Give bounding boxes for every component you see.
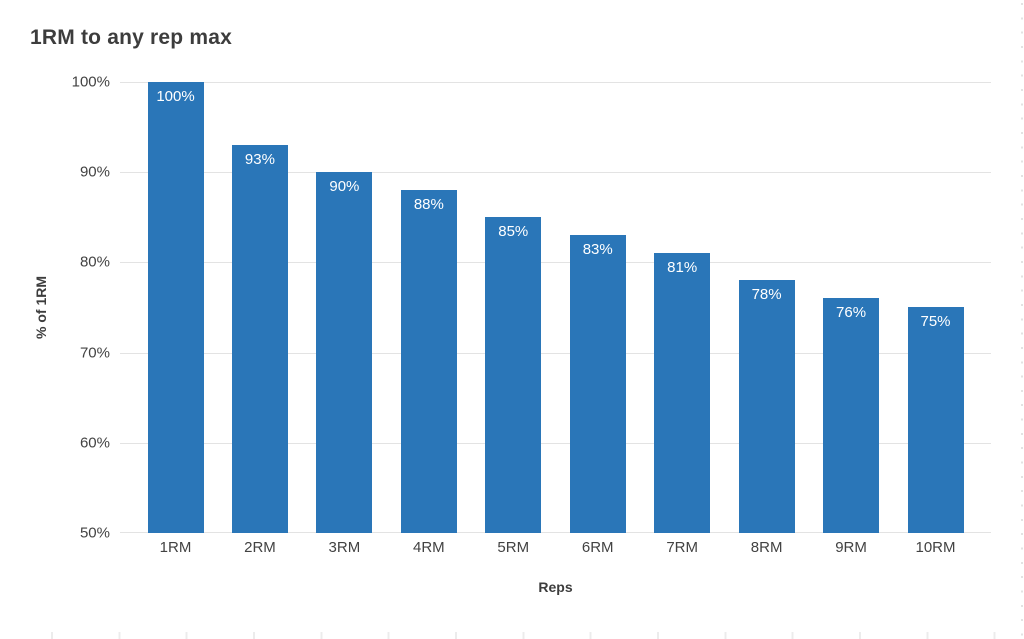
x-tick-label: 2RM (244, 539, 276, 556)
right-edge-dots (1021, 3, 1023, 636)
gridline (120, 442, 991, 444)
bar-3RM[interactable]: 90% (316, 172, 373, 533)
x-tick-label: 9RM (835, 539, 867, 556)
x-tick-label: 7RM (666, 539, 698, 556)
plot-area: 100% 93% 90% 88% 85% 83% 81% 78% 76% 75% (120, 82, 991, 533)
bar-1RM[interactable]: 100% (147, 82, 204, 533)
x-tick-label: 8RM (750, 539, 783, 556)
bottom-edge-marks (51, 632, 997, 639)
y-tick-label: 90% (79, 163, 110, 181)
bar-value-label: 81% (667, 259, 698, 276)
x-tick-label: 1RM (159, 539, 192, 556)
gridline (120, 262, 991, 264)
y-tick-label: 60% (79, 434, 110, 452)
x-tick-label: 10RM (915, 539, 956, 556)
bar-value-label: 75% (920, 313, 951, 330)
x-axis: 1RM 2RM 3RM 4RM 5RM 6RM 7RM 8RM 9RM 10RM (120, 539, 991, 559)
bar-4RM[interactable]: 88% (400, 190, 457, 533)
bar-value-label: 85% (498, 223, 529, 240)
bar-value-label: 90% (329, 178, 360, 195)
gridline (120, 532, 991, 533)
x-axis-title: Reps (538, 579, 573, 595)
y-tick-label: 50% (79, 524, 110, 542)
x-tick-label: 6RM (581, 539, 614, 556)
bar-value-label: 78% (751, 286, 782, 303)
gridline (120, 352, 991, 354)
x-tick-label: 3RM (328, 539, 361, 556)
bar-8RM[interactable]: 78% (738, 280, 795, 533)
x-tick-label: 5RM (497, 539, 530, 556)
bar-9RM[interactable]: 76% (823, 298, 880, 533)
bar-7RM[interactable]: 81% (654, 253, 711, 533)
y-axis: 100% 90% 80% 70% 60% 50% (0, 74, 110, 542)
bar-value-label: 93% (244, 151, 275, 168)
y-tick-label: 70% (79, 344, 110, 362)
gridline (120, 172, 991, 174)
chart-title: 1RM to any rep max (30, 26, 232, 49)
gridline (120, 82, 991, 83)
bar-6RM[interactable]: 83% (569, 235, 626, 533)
bar-10RM[interactable]: 75% (907, 307, 964, 533)
bar-value-label: 88% (413, 196, 444, 213)
x-tick-label: 4RM (412, 539, 445, 556)
bar-value-label: 76% (836, 304, 867, 321)
y-tick-label: 100% (71, 73, 110, 91)
bar-2RM[interactable]: 93% (231, 145, 288, 533)
y-tick-label: 80% (79, 253, 110, 271)
bar-value-label: 100% (156, 88, 195, 105)
bar-5RM[interactable]: 85% (485, 217, 542, 533)
bar-value-label: 83% (582, 241, 613, 258)
